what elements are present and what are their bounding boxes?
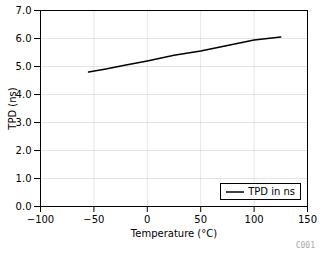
svg-text:0: 0 — [144, 214, 150, 225]
svg-text:3.0: 3.0 — [16, 117, 32, 128]
svg-text:150: 150 — [298, 214, 317, 225]
svg-text:−100: −100 — [27, 214, 54, 225]
svg-text:4.0: 4.0 — [16, 89, 32, 100]
svg-text:−50: −50 — [83, 214, 104, 225]
svg-text:50: 50 — [194, 214, 207, 225]
html-text:TPD in ns: TPD in ns — [248, 186, 295, 197]
svg-text:0.0: 0.0 — [16, 201, 32, 212]
svg-text:7.0: 7.0 — [16, 5, 32, 16]
svg-text:100: 100 — [245, 214, 264, 225]
svg-text:1.0: 1.0 — [16, 173, 32, 184]
svg-text:5.0: 5.0 — [16, 61, 32, 72]
svg-text:TPD (ns): TPD (ns) — [7, 87, 18, 130]
svg-text:2.0: 2.0 — [16, 145, 32, 156]
html-text:C001: C001 — [295, 241, 315, 250]
svg-text:Temperature (°C): Temperature (°C) — [130, 228, 217, 239]
svg-text:6.0: 6.0 — [16, 33, 32, 44]
